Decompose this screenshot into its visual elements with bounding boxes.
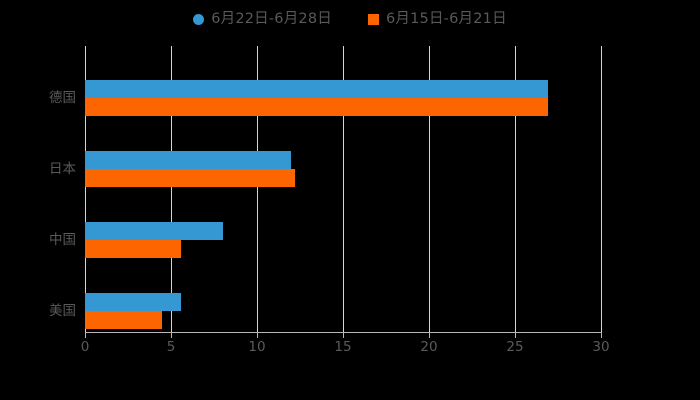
legend-label-0: 6月22日-6月28日: [211, 11, 332, 27]
x-tick-0: [85, 332, 86, 338]
bar-usa-series1[interactable]: [85, 311, 163, 329]
gridline-0: [85, 46, 86, 332]
x-axis-label-30: 30: [592, 339, 610, 355]
bar-japan-series0[interactable]: [85, 151, 292, 169]
y-axis-label-usa: 美国: [49, 303, 76, 319]
gridline-20: [429, 46, 430, 332]
gridline-10: [257, 46, 258, 332]
gridline-25: [515, 46, 516, 332]
x-tick-20: [429, 332, 430, 338]
x-axis-label-10: 10: [248, 339, 266, 355]
legend-label-1: 6月15日-6月21日: [386, 11, 507, 27]
plot-area: [85, 46, 602, 332]
x-axis-label-20: 20: [420, 339, 438, 355]
bar-china-series1[interactable]: [85, 240, 182, 258]
x-axis-label-15: 15: [334, 339, 352, 355]
y-axis-label-china: 中国: [49, 232, 76, 248]
x-axis-label-25: 25: [506, 339, 524, 355]
legend-item-1[interactable]: 6月15日-6月21日: [368, 8, 507, 30]
circle-marker-icon: [193, 13, 205, 25]
bar-germany-series0[interactable]: [85, 80, 548, 98]
x-tick-10: [257, 332, 258, 338]
square-marker-icon: [368, 13, 379, 25]
bar-germany-series1[interactable]: [85, 98, 548, 116]
x-axis-labels: 0 5 10 15 20 25 30: [0, 338, 700, 358]
x-tick-5: [171, 332, 172, 338]
x-tick-15: [343, 332, 344, 338]
y-axis-labels: 德国 日本 中国 美国: [12, 46, 76, 332]
chart-legend: 6月22日-6月28日 6月15日-6月21日: [0, 8, 700, 30]
bar-usa-series0[interactable]: [85, 293, 182, 311]
x-tick-30: [601, 332, 602, 338]
x-tick-25: [515, 332, 516, 338]
y-axis-label-germany: 德国: [49, 90, 76, 106]
bar-china-series0[interactable]: [85, 222, 223, 240]
x-axis-label-0: 0: [80, 339, 90, 355]
gridline-30: [601, 46, 602, 332]
y-axis-label-japan: 日本: [49, 161, 76, 177]
gridline-5: [171, 46, 172, 332]
gridline-15: [343, 46, 344, 332]
x-axis-label-5: 5: [166, 339, 176, 355]
legend-item-0[interactable]: 6月22日-6月28日: [193, 8, 332, 30]
bar-japan-series1[interactable]: [85, 169, 295, 187]
